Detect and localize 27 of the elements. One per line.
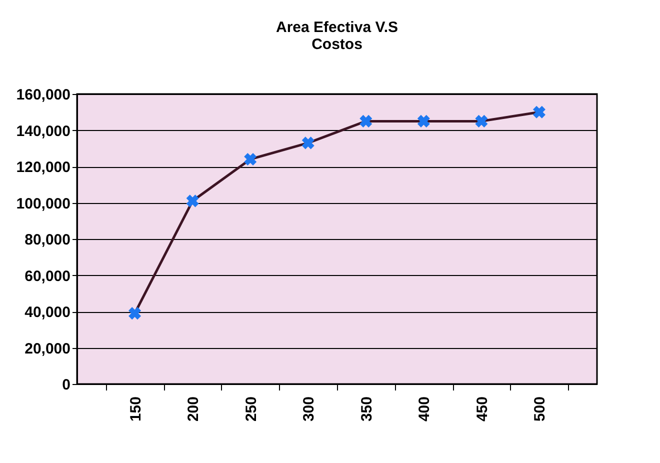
y-tick-label: 60,000 [24, 268, 70, 285]
x-tick-label: 400 [416, 396, 434, 422]
y-tick-label: 0 [62, 376, 70, 394]
text: Area Efectiva V.S [276, 19, 398, 36]
point [360, 114, 372, 128]
y-tick-label: 140,000 [16, 122, 70, 140]
point [532, 106, 546, 118]
x-tick-label: 300 [300, 396, 318, 422]
x-tick-label: 150 [127, 396, 144, 422]
y-tick-label: 20,000 [24, 340, 70, 358]
point [186, 194, 199, 208]
point [302, 136, 314, 150]
x-tick-label: 350 [358, 396, 376, 422]
y-tick-label: 100,000 [16, 195, 70, 212]
y-tick-label: 160,000 [16, 86, 70, 104]
y-tick-label: 80,000 [24, 232, 70, 248]
text: Costos [312, 36, 362, 53]
x-tick-label: 450 [474, 396, 491, 422]
y-tick-label: 40,000 [24, 304, 70, 321]
point [244, 152, 257, 166]
x-tick-label: 500 [532, 396, 549, 422]
point [475, 114, 488, 128]
y-tick-label: 120,000 [16, 159, 70, 176]
x-tick-label: 250 [242, 396, 260, 422]
point [128, 307, 142, 320]
point [417, 114, 430, 128]
x-tick-label: 200 [185, 396, 202, 422]
